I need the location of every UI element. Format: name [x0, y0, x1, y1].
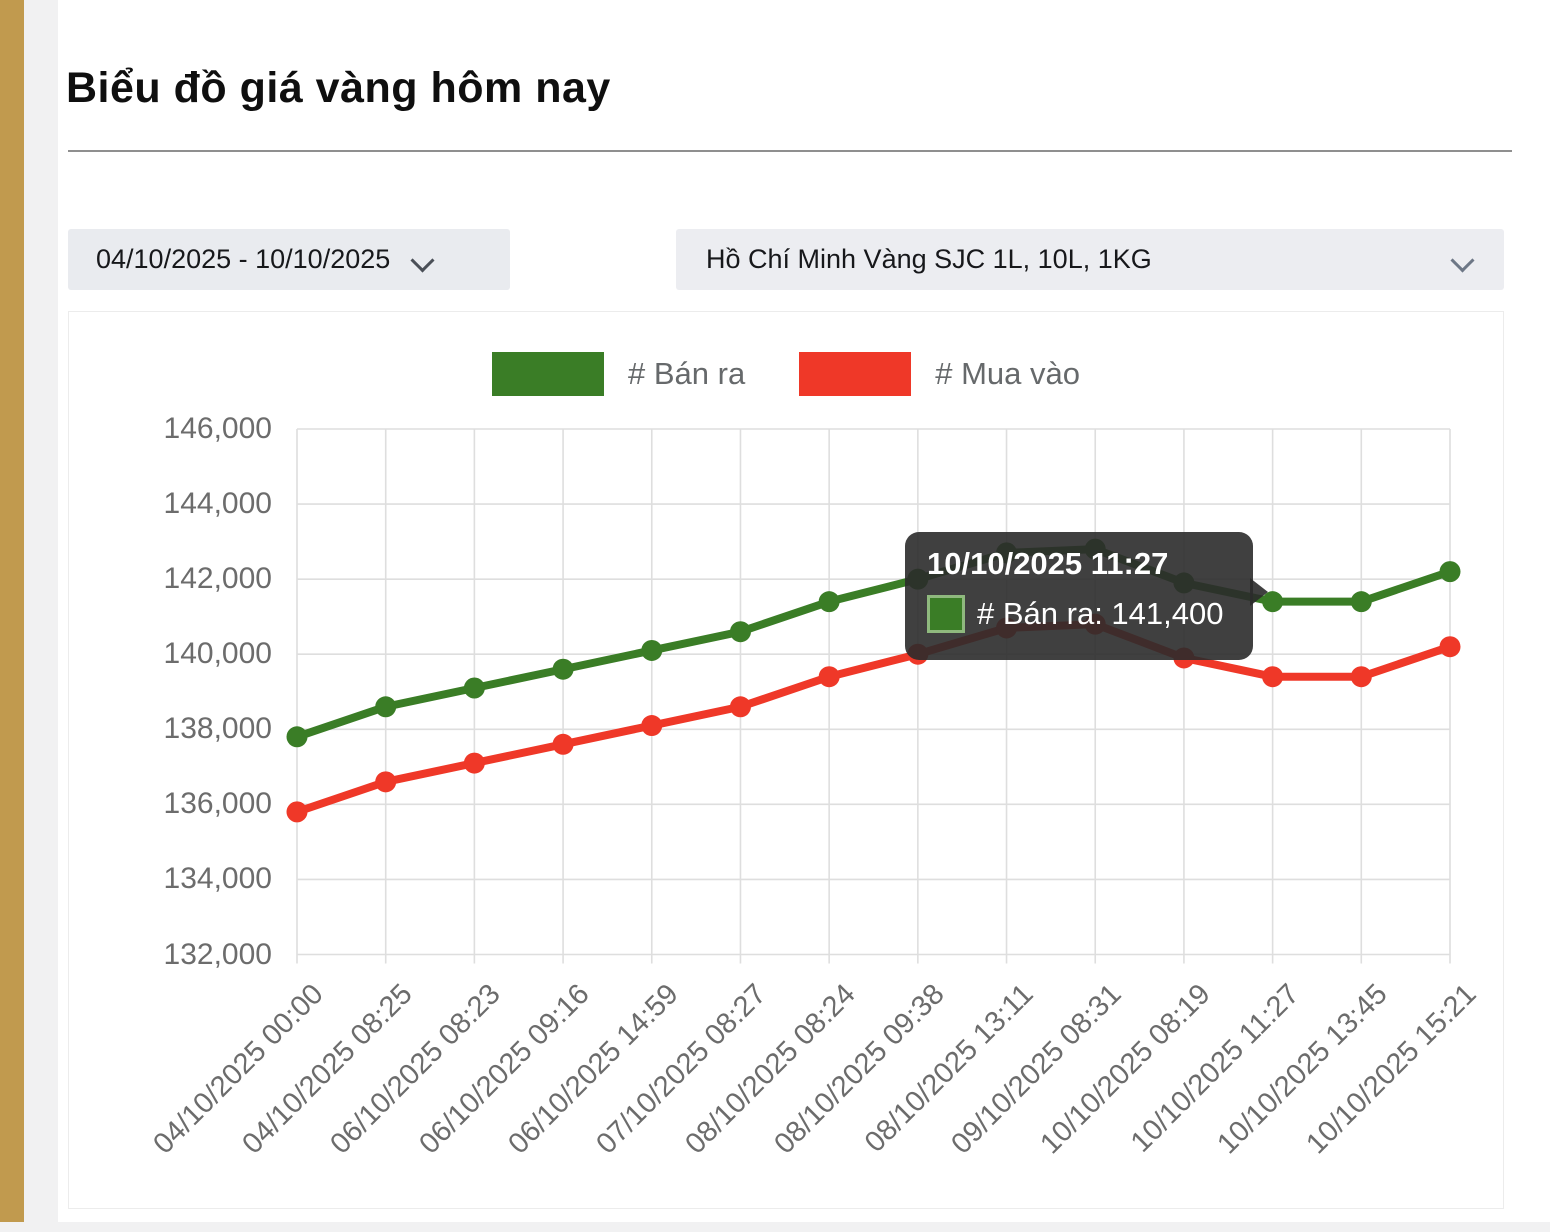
y-axis-tick-label: 132,000	[163, 937, 272, 971]
y-axis-tick-label: 144,000	[163, 487, 272, 521]
data-point-ban-ra[interactable]	[1350, 591, 1372, 613]
page-title: Biểu đồ giá vàng hôm nay	[66, 64, 611, 112]
data-point-ban-ra[interactable]	[818, 591, 840, 613]
data-point-ban-ra[interactable]	[552, 658, 574, 680]
data-point-ban-ra[interactable]	[375, 696, 397, 718]
data-point-ban-ra[interactable]	[641, 639, 663, 661]
legend-item-mua-vao[interactable]: # Mua vào	[799, 352, 1080, 396]
data-point-ban-ra[interactable]	[1439, 561, 1461, 583]
y-axis-tick-label: 136,000	[163, 787, 272, 821]
title-divider	[68, 150, 1512, 152]
data-point-mua-vao[interactable]	[375, 771, 397, 793]
series-line-mua-vao	[293, 620, 1454, 816]
data-point-mua-vao[interactable]	[552, 733, 574, 755]
legend-swatch-mua-vao	[799, 352, 912, 396]
data-point-ban-ra[interactable]	[286, 726, 308, 748]
data-point-mua-vao[interactable]	[463, 752, 485, 774]
y-axis-tick-label: 140,000	[163, 637, 272, 671]
data-point-mua-vao[interactable]	[1262, 666, 1284, 688]
data-point-mua-vao[interactable]	[818, 666, 840, 688]
tooltip-series-swatch-icon	[927, 595, 965, 633]
chart-legend: # Bán ra # Mua vào	[68, 352, 1504, 396]
data-point-ban-ra[interactable]	[463, 677, 485, 699]
y-axis-tick-label: 138,000	[163, 712, 272, 746]
tooltip-value: # Bán ra: 141,400	[977, 596, 1224, 631]
tooltip-title: 10/10/2025 11:27	[927, 546, 1169, 581]
legend-label-mua-vao: # Mua vào	[935, 356, 1080, 391]
tooltip-caret-icon	[1250, 578, 1268, 606]
chart-card	[68, 311, 1504, 1209]
y-axis-tick-label: 146,000	[163, 412, 272, 445]
tooltip-row: # Bán ra: 141,400	[927, 595, 1253, 633]
legend-label-ban-ra: # Bán ra	[628, 356, 746, 391]
gold-accent-strip	[0, 0, 24, 1224]
data-point-mua-vao[interactable]	[1439, 636, 1461, 658]
data-point-ban-ra[interactable]	[729, 621, 751, 643]
date-range-value: 04/10/2025 - 10/10/2025	[96, 244, 391, 274]
data-point-mua-vao[interactable]	[729, 696, 751, 718]
date-range-select[interactable]: 04/10/2025 - 10/10/2025	[68, 229, 510, 290]
data-point-mua-vao[interactable]	[1350, 666, 1372, 688]
product-select-value: Hồ Chí Minh Vàng SJC 1L, 10L, 1KG	[706, 244, 1152, 274]
legend-swatch-ban-ra	[492, 352, 605, 396]
data-point-mua-vao[interactable]	[641, 715, 663, 737]
series-line-ban-ra	[293, 545, 1454, 741]
y-axis-tick-label: 142,000	[163, 562, 272, 596]
product-select[interactable]: Hồ Chí Minh Vàng SJC 1L, 10L, 1KG	[676, 229, 1504, 290]
bottom-section-strip	[0, 1222, 1550, 1232]
data-point-mua-vao[interactable]	[286, 801, 308, 823]
chart-tooltip: 10/10/2025 11:27 # Bán ra: 141,400	[905, 532, 1253, 660]
y-axis-tick-label: 134,000	[163, 862, 272, 896]
legend-item-ban-ra[interactable]: # Bán ra	[492, 352, 745, 396]
